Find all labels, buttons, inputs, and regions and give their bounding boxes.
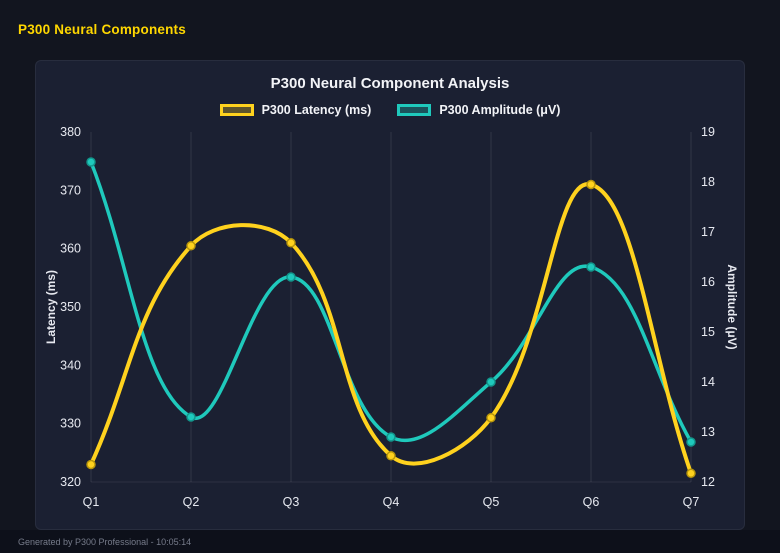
data-point-p300-latency-ms (286, 238, 296, 248)
page-header: P300 Neural Components (0, 0, 780, 60)
svg-text:370: 370 (60, 183, 81, 197)
svg-text:Q7: Q7 (683, 495, 700, 509)
svg-text:Q3: Q3 (283, 495, 300, 509)
svg-text:19: 19 (701, 125, 715, 139)
svg-text:18: 18 (701, 175, 715, 189)
svg-text:380: 380 (60, 125, 81, 139)
chart-canvas: Q1 Q2 Q3 Q4 Q5 Q6 Q732033034035036037038012131… (44, 125, 739, 509)
left-axis-ticks: 320 330 340 350 360 370 380 (60, 125, 81, 489)
legend-label-p300-latency-ms: P300 Latency (ms) (261, 103, 372, 117)
data-point-p300-amplitude-v (86, 157, 96, 167)
svg-text:Q2: Q2 (183, 495, 200, 509)
svg-text:17: 17 (701, 225, 715, 239)
legend-item-p300-amplitude-v[interactable]: P300 Amplitude (μV) (397, 103, 560, 117)
data-point-p300-amplitude-v (586, 262, 596, 272)
legend-swatch-p300-latency-ms (219, 104, 254, 116)
chart-card: P300 Neural Component Analysis P300 Late… (35, 60, 745, 530)
svg-text:Q1: Q1 (83, 495, 100, 509)
footer-text: Generated by P300 Professional - 10:05:1… (18, 536, 192, 547)
data-point-p300-amplitude-v (486, 377, 496, 387)
svg-text:Q4: Q4 (383, 495, 400, 509)
data-point-p300-amplitude-v (186, 412, 196, 422)
x-axis-labels: Q1 Q2 Q3 Q4 Q5 Q6 Q7 (83, 495, 700, 509)
svg-text:360: 360 (60, 242, 81, 256)
svg-text:340: 340 (60, 358, 81, 372)
series-p300-amplitude-v (86, 157, 696, 447)
svg-text:14: 14 (701, 375, 715, 389)
data-point-p300-latency-ms (586, 179, 596, 190)
data-point-p300-latency-ms (86, 459, 96, 470)
data-point-p300-latency-ms (186, 241, 196, 251)
svg-text:Q5: Q5 (483, 495, 500, 509)
legend-swatch-p300-amplitude-v (397, 104, 432, 116)
data-point-p300-latency-ms (486, 413, 496, 423)
svg-text:15: 15 (701, 325, 715, 339)
footer-bar: Generated by P300 Professional - 10:05:1… (0, 530, 780, 553)
svg-text:16: 16 (701, 275, 715, 289)
left-axis-title: Latency (ms) (44, 270, 58, 344)
page-title: P300 Neural Components (18, 22, 186, 37)
right-axis-title: Amplitude (μV) (725, 264, 739, 349)
data-point-p300-latency-ms (686, 468, 696, 479)
svg-text:Q6: Q6 (583, 495, 600, 509)
svg-text:350: 350 (60, 300, 81, 314)
chart-title: P300 Neural Component Analysis (270, 75, 510, 92)
gridlines (90, 132, 692, 483)
data-point-p300-latency-ms (386, 451, 396, 461)
series-p300-latency-ms (86, 179, 696, 479)
svg-text:13: 13 (701, 425, 715, 439)
svg-text:12: 12 (701, 475, 715, 489)
right-axis-ticks: 12 13 14 15 16 17 18 19 (701, 125, 715, 489)
chart-legend: P300 Latency (ms) P300 Amplitude (μV) (36, 102, 744, 118)
data-point-p300-amplitude-v (286, 272, 296, 282)
data-point-p300-amplitude-v (686, 437, 696, 447)
legend-item-p300-latency-ms[interactable]: P300 Latency (ms) (219, 103, 372, 117)
legend-label-p300-amplitude-v: P300 Amplitude (μV) (439, 103, 561, 117)
data-point-p300-amplitude-v (386, 432, 396, 442)
svg-text:320: 320 (60, 475, 81, 489)
svg-text:330: 330 (60, 417, 81, 431)
